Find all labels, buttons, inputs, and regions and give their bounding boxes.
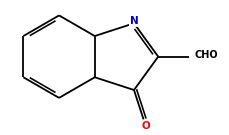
Text: O: O xyxy=(141,122,150,131)
Text: N: N xyxy=(130,16,138,26)
Text: CHO: CHO xyxy=(194,50,218,60)
